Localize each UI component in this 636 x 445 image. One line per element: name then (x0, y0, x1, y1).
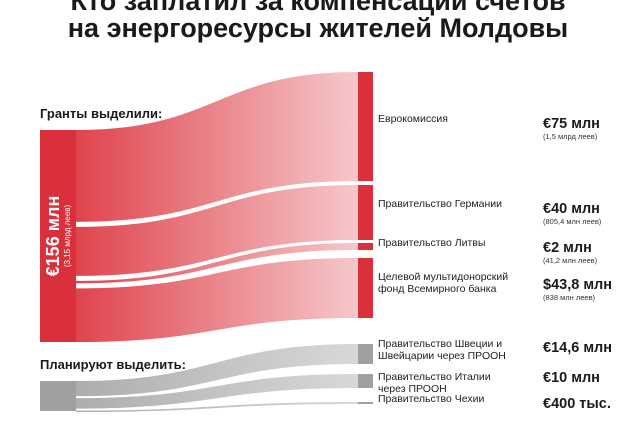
amount-value-0-2: €2 млн (543, 240, 592, 256)
amount-0-1: €40 млн (805,4 млн леев) (543, 201, 601, 226)
granted-total-value: €156 млн (42, 195, 63, 277)
source-label-1-1: Правительство Италии через ПРООН (378, 371, 491, 395)
source-label-0-0: Еврокомиссия (378, 113, 448, 125)
amount-value-0-1: €40 млн (543, 201, 600, 217)
source-label-0-1: Правительство Германии (378, 198, 502, 210)
amount-value-0-3: $43,8 млн (543, 277, 613, 293)
target-node-1-1 (358, 374, 373, 388)
target-node-0-0 (358, 72, 373, 181)
amount-sub-0-1: (805,4 млн леев) (543, 217, 602, 226)
amount-sub-0-2: (41,2 млн леев) (543, 256, 598, 265)
flow-band-0-3 (76, 258, 358, 342)
amount-0-3: $43,8 млн (838 млн леев) (543, 277, 612, 302)
amount-1-2: €400 тыс. (543, 396, 611, 412)
amount-0-2: €2 млн (41,2 млн леев) (543, 240, 597, 265)
source-label-1-0: Правительство Швеции и Швейцарии через П… (378, 338, 506, 362)
target-node-0-1 (358, 185, 373, 240)
granted-total-sub: (3,15 млрд леев) (62, 204, 72, 268)
amount-0-0: €75 млн (1,5 млрд леев) (543, 116, 600, 141)
amount-1-1: €10 млн (543, 370, 600, 386)
amount-1-0: €14,6 млн (543, 340, 612, 356)
amount-value-1-0: €14,6 млн (543, 340, 613, 356)
flow-band-0-0 (76, 72, 358, 222)
planned-group-label: Планируют выделить: (40, 357, 186, 372)
granted-group-label: Гранты выделили: (40, 106, 163, 121)
target-node-0-3 (358, 258, 373, 318)
flow-band-1-1 (76, 374, 358, 409)
chart-title-line-1: Кто заплатил за компенсации счетов (70, 0, 566, 16)
flow-band-0-1 (76, 185, 358, 276)
chart-title-line-2: на энергоресурсы жителей Молдовы (67, 13, 569, 43)
source-label-0-2: Правительство Литвы (378, 237, 486, 249)
planned-total-bar (40, 381, 76, 411)
amount-value-1-1: €10 млн (543, 370, 600, 386)
amount-value-0-0: €75 млн (543, 116, 600, 132)
flow-band-1-2 (76, 402, 358, 413)
target-node-1-0 (358, 344, 373, 364)
source-label-0-3: Целевой мультидонорский фонд Всемирного … (378, 271, 509, 295)
target-node-1-2 (358, 402, 373, 404)
granted-total-label: €156 млн (3,15 млрд леев) (40, 130, 76, 342)
granted-total-bar (40, 130, 76, 342)
flow-band-0-2 (76, 243, 358, 284)
source-label-1-2: Правительство Чехии (378, 393, 485, 405)
target-node-0-2 (358, 243, 373, 250)
amount-sub-0-3: (838 млн леев) (543, 293, 596, 302)
flow-band-1-0 (76, 344, 358, 397)
amount-value-1-2: €400 тыс. (543, 396, 611, 412)
amount-sub-0-0: (1,5 млрд леев) (543, 132, 598, 141)
